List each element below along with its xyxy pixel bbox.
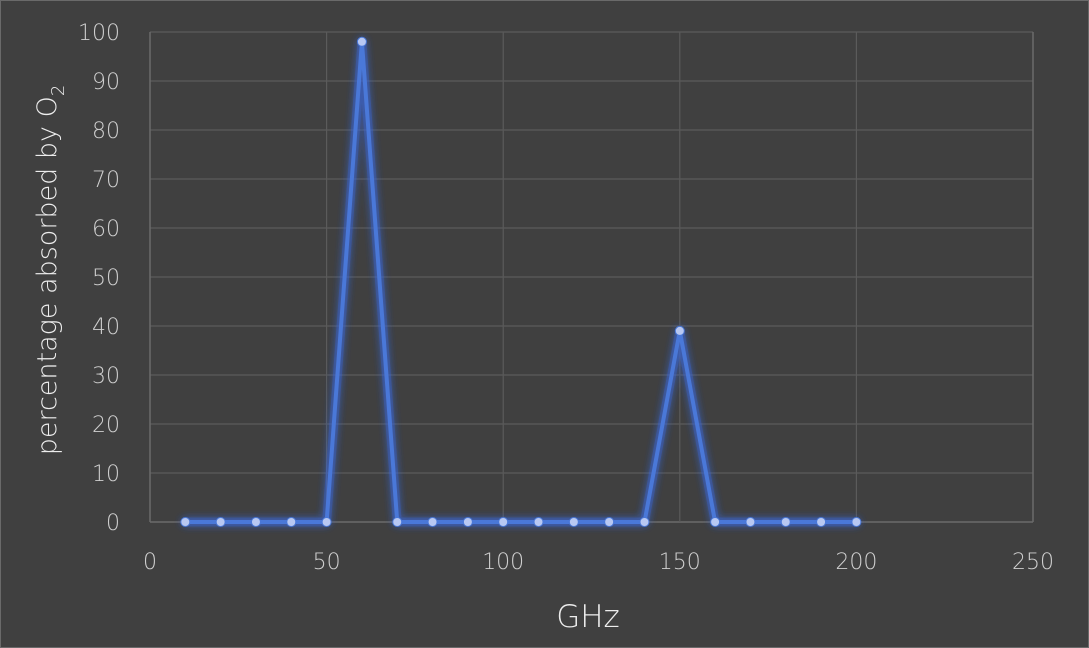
x-tick-label-0: 0 [143,550,157,575]
y-tick-label-0: 0 [106,511,120,536]
tick-labels: 0 10 20 30 40 50 60 70 80 90 100 0 50 100 150 200 250 [78,21,1054,575]
y-tick-label-90: 90 [92,70,120,95]
data-point-40 [286,517,297,527]
x-tick-label-100: 100 [482,550,524,575]
data-point-70 [392,517,403,527]
y-axis-title: percentage absorbed by O2 [32,85,69,456]
data-point-60 [356,36,367,47]
series-glow [180,37,861,527]
data-point-140 [639,517,650,527]
y-tick-label-30: 30 [92,364,120,389]
data-point-20 [215,517,226,527]
x-tick-label-50: 50 [313,550,341,575]
data-point-30 [250,517,261,527]
data-point-90 [462,517,473,527]
data-point-80 [427,517,438,527]
y-axis-title-text: percentage absorbed by O [32,96,63,455]
data-point-50 [321,517,332,527]
data-point-120 [568,517,579,527]
grid-layer [149,31,1034,523]
y-tick-label-70: 70 [92,168,120,193]
y-tick-label-60: 60 [92,217,120,242]
data-point-180 [780,517,791,527]
data-point-170 [745,517,756,527]
x-axis-title: GHz [556,599,620,635]
data-point-100 [498,517,509,527]
y-axis-title-subscript: 2 [48,85,69,96]
data-point-110 [533,517,544,527]
series-layer [180,36,862,527]
data-point-160 [710,517,721,527]
y-tick-label-100: 100 [78,21,120,46]
y-tick-label-10: 10 [92,462,120,487]
data-point-190 [816,517,827,527]
data-point-10 [180,517,191,527]
y-tick-label-80: 80 [92,119,120,144]
y-tick-label-40: 40 [92,315,120,340]
x-tick-label-150: 150 [659,550,701,575]
x-tick-label-250: 250 [1012,550,1054,575]
data-point-200 [851,517,862,527]
y-tick-label-20: 20 [92,413,120,438]
y-tick-label-50: 50 [92,266,120,291]
data-point-130 [604,517,615,527]
data-point-150 [674,325,685,336]
x-tick-label-200: 200 [835,550,877,575]
series-line [183,39,859,524]
